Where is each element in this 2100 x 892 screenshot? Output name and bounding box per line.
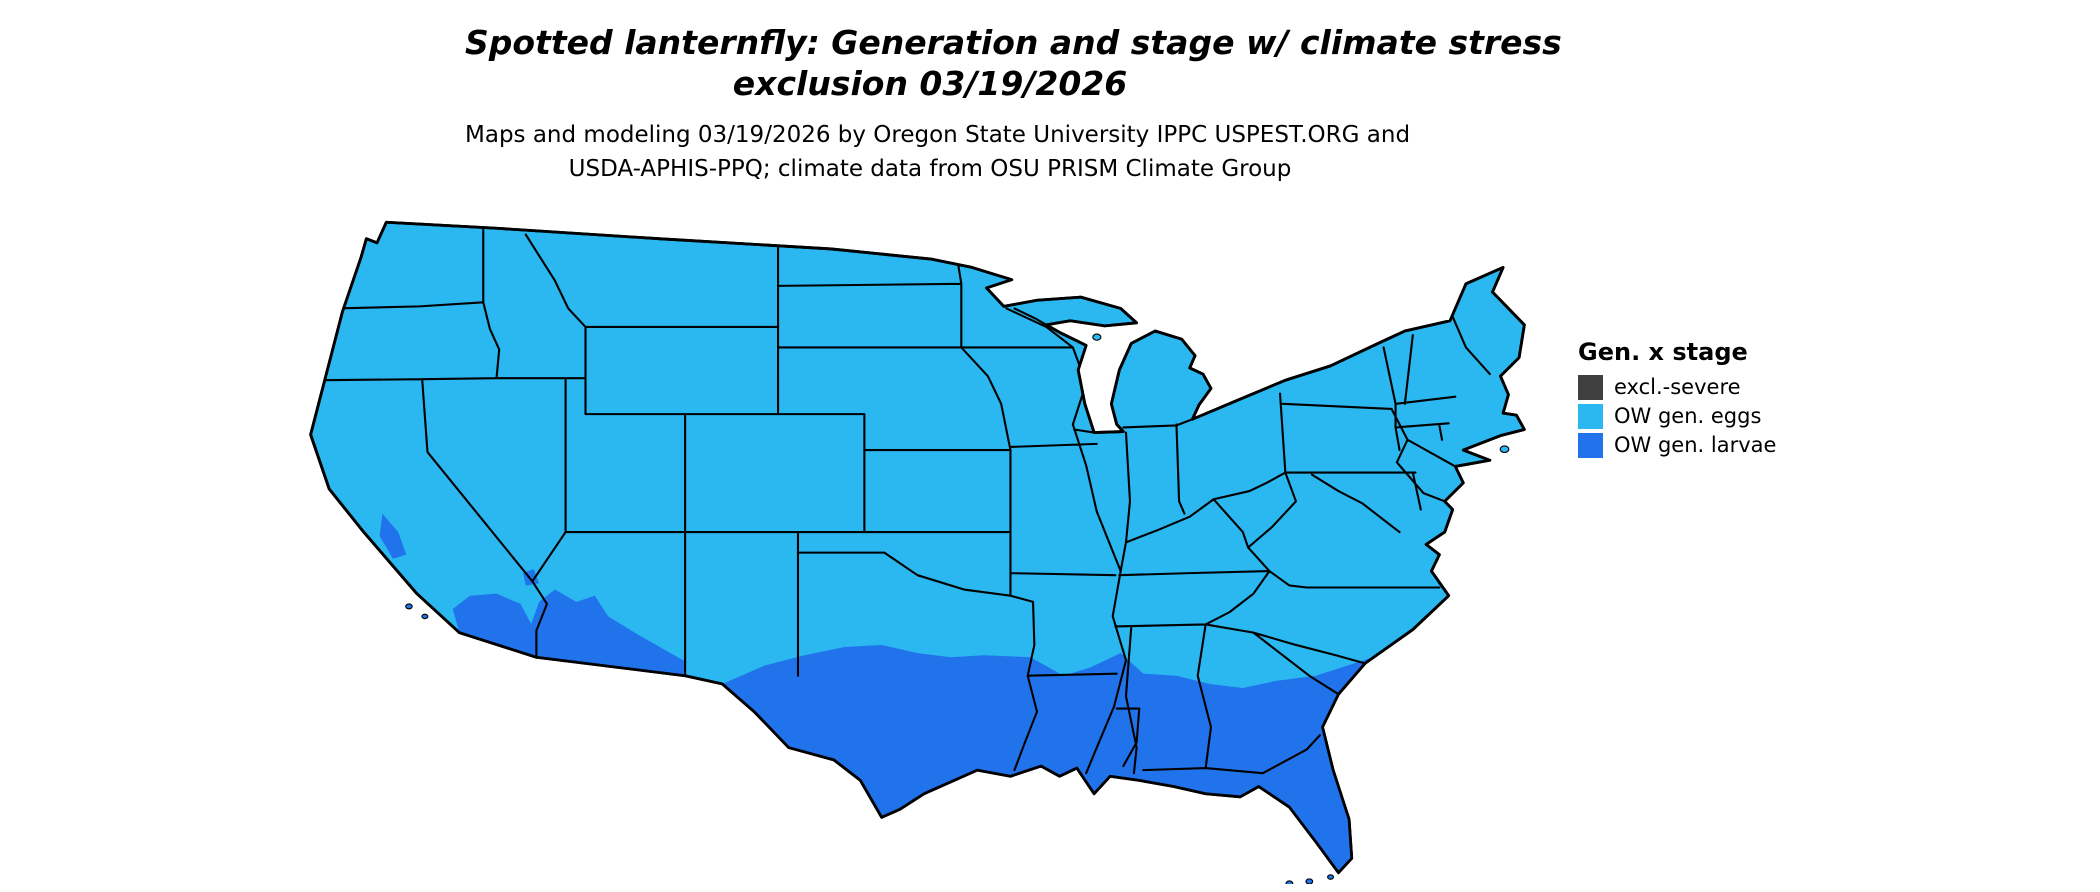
state-borders <box>313 228 1490 773</box>
title-line-2: exclusion 03/19/2026 <box>732 64 1128 103</box>
florida-keys-and-channel-islands <box>406 604 1334 884</box>
us-outline-stroke <box>311 222 1525 872</box>
legend-title: Gen. x stage <box>1578 338 1748 366</box>
us-choropleth-map <box>300 212 1535 884</box>
figure-subtitle: Maps and modeling 03/19/2026 by Oregon S… <box>465 118 1411 186</box>
legend-item-excl-severe: excl.-severe <box>1578 374 1776 400</box>
legend-item-ow-gen-eggs: OW gen. eggs <box>1578 403 1776 429</box>
legend: Gen. x stage excl.-severe OW gen. eggs O… <box>1578 338 1776 461</box>
larvae-region-south <box>658 636 1456 873</box>
legend-swatch-ow-gen-eggs <box>1578 403 1603 429</box>
legend-label-excl-severe: excl.-severe <box>1614 375 1741 399</box>
legend-swatch-ow-gen-larvae <box>1578 432 1603 458</box>
legend-item-ow-gen-larvae: OW gen. larvae <box>1578 432 1776 458</box>
larvae-region-southwest <box>345 513 686 676</box>
title-line-1: Spotted lanternfly: Generation and stage… <box>465 23 1562 62</box>
subtitle-line-1: Maps and modeling 03/19/2026 by Oregon S… <box>465 122 1411 148</box>
legend-label-ow-gen-larvae: OW gen. larvae <box>1614 433 1777 457</box>
legend-swatch-excl-severe <box>1578 374 1603 400</box>
legend-label-ow-gen-eggs: OW gen. eggs <box>1614 404 1762 428</box>
figure-title: Spotted lanternfly: Generation and stage… <box>465 22 1562 104</box>
northern-coastal-islands <box>1093 334 1509 452</box>
subtitle-line-2: USDA-APHIS-PPQ; climate data from OSU PR… <box>568 156 1292 182</box>
